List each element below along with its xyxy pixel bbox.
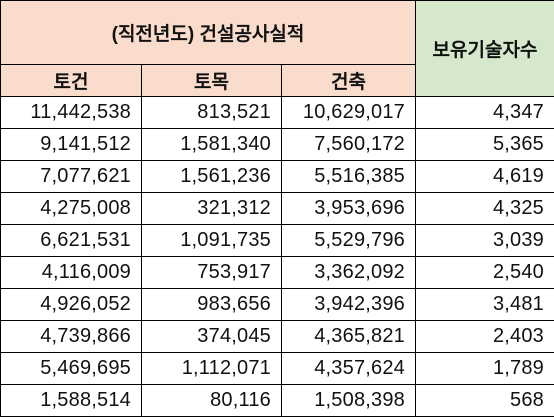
table-cell: 2,540 bbox=[415, 256, 554, 289]
table-cell: 1,561,236 bbox=[141, 160, 282, 193]
table-cell: 4,347 bbox=[415, 96, 554, 129]
table-cell: 1,508,398 bbox=[281, 384, 416, 417]
table-cell: 5,469,695 bbox=[0, 352, 142, 385]
table-cell: 321,312 bbox=[141, 192, 282, 225]
table-cell: 3,481 bbox=[415, 288, 554, 321]
table-row: 4,116,009 753,917 3,362,092 2,540 bbox=[0, 256, 554, 289]
table-row: 5,469,695 1,112,071 4,357,624 1,789 bbox=[0, 352, 554, 385]
column-header-architecture: 건축 bbox=[281, 64, 416, 97]
table-cell: 4,116,009 bbox=[0, 256, 142, 289]
table-cell: 4,365,821 bbox=[281, 320, 416, 353]
table-row: 4,926,052 983,656 3,942,396 3,481 bbox=[0, 288, 554, 321]
table-cell: 4,275,008 bbox=[0, 192, 142, 225]
table-row: 11,442,538 813,521 10,629,017 4,347 bbox=[0, 96, 554, 129]
table-cell: 5,365 bbox=[415, 128, 554, 161]
table-body: 11,442,538 813,521 10,629,017 4,347 9,14… bbox=[0, 96, 554, 417]
table-row: 6,621,531 1,091,735 5,529,796 3,039 bbox=[0, 224, 554, 257]
table-cell: 5,529,796 bbox=[281, 224, 416, 257]
table-cell: 5,516,385 bbox=[281, 160, 416, 193]
table-cell: 4,926,052 bbox=[0, 288, 142, 321]
table-cell: 1,091,735 bbox=[141, 224, 282, 257]
table-cell: 983,656 bbox=[141, 288, 282, 321]
table-cell: 4,357,624 bbox=[281, 352, 416, 385]
table-cell: 10,629,017 bbox=[281, 96, 416, 129]
table-cell: 6,621,531 bbox=[0, 224, 142, 257]
table-cell: 9,141,512 bbox=[0, 128, 142, 161]
construction-performance-header: (직전년도) 건설공사실적 bbox=[0, 0, 416, 65]
table-cell: 4,619 bbox=[415, 160, 554, 193]
table-cell: 7,077,621 bbox=[0, 160, 142, 193]
table-row: 7,077,621 1,561,236 5,516,385 4,619 bbox=[0, 160, 554, 193]
table-cell: 568 bbox=[415, 384, 554, 417]
table-cell: 374,045 bbox=[141, 320, 282, 353]
column-header-civil-architecture: 토건 bbox=[0, 64, 142, 97]
table-cell: 1,581,340 bbox=[141, 128, 282, 161]
table-row: 4,275,008 321,312 3,953,696 4,325 bbox=[0, 192, 554, 225]
table-cell: 80,116 bbox=[141, 384, 282, 417]
table-cell: 3,362,092 bbox=[281, 256, 416, 289]
table-cell: 813,521 bbox=[141, 96, 282, 129]
table-cell: 11,442,538 bbox=[0, 96, 142, 129]
column-header-civil: 토목 bbox=[141, 64, 282, 97]
table-cell: 4,325 bbox=[415, 192, 554, 225]
table-cell: 753,917 bbox=[141, 256, 282, 289]
table-cell: 1,112,071 bbox=[141, 352, 282, 385]
table-cell: 2,403 bbox=[415, 320, 554, 353]
technician-count-header: 보유기술자수 bbox=[415, 0, 554, 97]
table-cell: 3,942,396 bbox=[281, 288, 416, 321]
table-cell: 7,560,172 bbox=[281, 128, 416, 161]
table-cell: 3,039 bbox=[415, 224, 554, 257]
table-cell: 3,953,696 bbox=[281, 192, 416, 225]
table-cell: 1,588,514 bbox=[0, 384, 142, 417]
table-row: 4,739,866 374,045 4,365,821 2,403 bbox=[0, 320, 554, 353]
table-row: 1,588,514 80,116 1,508,398 568 bbox=[0, 384, 554, 417]
table-cell: 1,789 bbox=[415, 352, 554, 385]
table-row: 9,141,512 1,581,340 7,560,172 5,365 bbox=[0, 128, 554, 161]
table-cell: 4,739,866 bbox=[0, 320, 142, 353]
